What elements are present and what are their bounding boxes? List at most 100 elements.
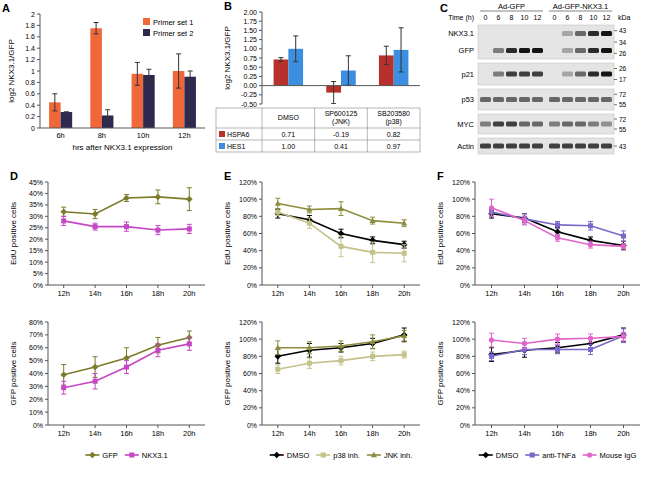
bar — [274, 59, 289, 85]
marker-tick — [614, 146, 617, 147]
error-cap — [370, 224, 375, 225]
error-bar — [402, 331, 407, 341]
band — [532, 97, 543, 102]
y-tick-label: 15% — [29, 247, 43, 254]
error-cap — [187, 224, 192, 225]
error-cap — [489, 333, 494, 334]
bar — [184, 77, 196, 128]
error-stem — [295, 36, 296, 62]
error-stem — [401, 28, 402, 72]
error-bar — [176, 54, 181, 88]
table-line — [367, 108, 368, 152]
error-cap — [402, 341, 407, 342]
marker — [61, 218, 66, 223]
error-cap — [621, 241, 626, 242]
error-bar — [588, 241, 593, 248]
legend-label: GFP — [102, 451, 117, 460]
error-bar — [555, 234, 560, 241]
error-cap — [188, 82, 193, 83]
error-bar — [275, 365, 280, 374]
marker-tick — [614, 94, 617, 95]
legend-item: DMSO — [479, 451, 519, 460]
band — [480, 31, 491, 36]
error-cap — [187, 187, 192, 188]
panel-label: F — [437, 170, 444, 182]
error-cap — [489, 361, 494, 362]
error-cap — [61, 207, 66, 208]
y-tick-label: -0.25 — [241, 91, 257, 98]
error-cap — [307, 212, 312, 213]
error-cap — [61, 364, 66, 365]
y-tick — [472, 267, 475, 268]
error-stem — [386, 46, 387, 64]
y-tick-label: 0% — [33, 282, 43, 289]
band — [532, 144, 543, 149]
y-tick-label: 0.4 — [25, 102, 35, 109]
band — [562, 31, 573, 36]
error-cap — [124, 360, 129, 361]
y-tick-label: 1.25 — [243, 36, 257, 43]
error-cap — [155, 225, 160, 226]
error-bar — [588, 221, 593, 230]
error-bar — [187, 188, 192, 211]
bar — [61, 112, 73, 128]
band — [588, 144, 599, 149]
y-tick-label: 0.00 — [243, 82, 257, 89]
error-bar — [621, 328, 626, 342]
band — [506, 97, 517, 102]
marker-tick — [614, 42, 617, 43]
band — [519, 144, 530, 149]
marker — [588, 223, 593, 228]
y-tick — [37, 116, 40, 117]
x-tick — [126, 285, 127, 288]
error-bar — [61, 381, 66, 394]
error-cap — [307, 358, 312, 359]
x-tick-label: 14h — [89, 289, 102, 298]
y-tick-label: 40% — [456, 387, 470, 394]
error-cap — [94, 22, 99, 23]
legend-item: DMSO — [270, 451, 310, 460]
y-tick — [45, 227, 48, 228]
error-cap — [94, 33, 99, 34]
error-bar — [93, 223, 98, 230]
error-bar — [155, 225, 160, 234]
plot-area — [488, 328, 627, 361]
marker — [93, 224, 98, 229]
band — [506, 122, 517, 127]
y-tick — [472, 233, 475, 234]
marker — [155, 348, 160, 353]
band — [549, 122, 560, 127]
x-tick — [189, 425, 190, 428]
band — [562, 72, 573, 77]
band — [480, 144, 491, 149]
error-bar — [555, 227, 560, 236]
y-tick — [37, 14, 40, 15]
y-tick — [45, 250, 48, 251]
x-tick — [524, 285, 525, 288]
y-tick — [259, 104, 262, 105]
error-bar — [187, 224, 192, 233]
legend-label: HSPA6 — [227, 131, 250, 138]
error-cap — [339, 364, 344, 365]
error-bar — [621, 332, 626, 341]
y-tick-label: 1.4 — [25, 45, 35, 52]
x-tick — [372, 425, 373, 428]
error-cap — [155, 234, 160, 235]
plot-area — [49, 23, 196, 128]
y-tick — [37, 36, 40, 37]
y-tick-label: -0.50 — [241, 101, 257, 108]
error-cap — [370, 348, 375, 349]
y-tick — [37, 25, 40, 26]
error-cap — [555, 334, 560, 335]
error-cap — [522, 213, 527, 214]
marker-tick — [614, 53, 617, 54]
y-tick-label: 40% — [456, 247, 470, 254]
band — [562, 48, 573, 53]
marker — [401, 333, 407, 339]
plot-area — [60, 188, 192, 235]
error-cap — [621, 230, 626, 231]
error-cap — [402, 261, 407, 262]
y-tick-label: 100% — [239, 196, 257, 203]
error-cap — [339, 236, 344, 237]
marker — [92, 211, 99, 218]
